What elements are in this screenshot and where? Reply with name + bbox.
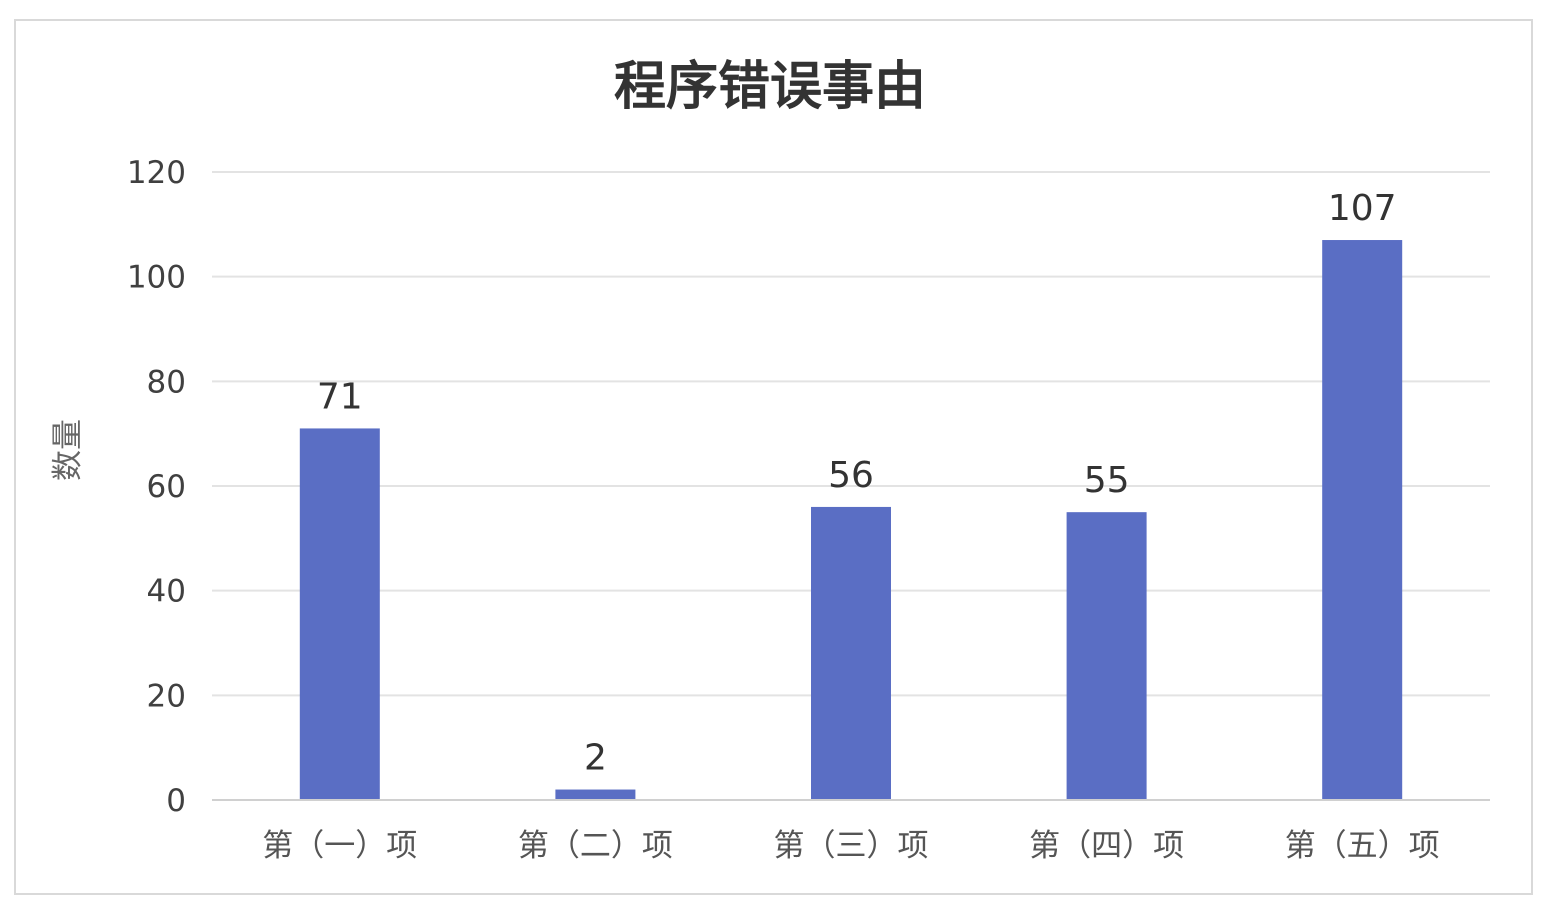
bar: [1322, 240, 1403, 801]
data-labels: 71 2 56 55 107: [317, 188, 1397, 779]
x-tick-label: 第（三）项: [774, 828, 929, 864]
data-label: 107: [1328, 188, 1397, 229]
y-tick-label: 0: [166, 783, 186, 819]
bar: [299, 428, 380, 800]
data-label: 71: [317, 376, 363, 417]
bar: [811, 506, 891, 800]
y-tick-label: 20: [147, 678, 186, 714]
x-axis-categories: 第（一）项 第（二）项 第（三）项 第（四）项 第（五）项: [262, 828, 1439, 864]
y-tick-label: 40: [147, 574, 186, 610]
y-tick-label: 120: [127, 155, 186, 191]
data-label: 55: [1084, 460, 1130, 501]
y-axis-label: 数量: [50, 419, 86, 481]
data-label: 2: [584, 738, 607, 779]
y-tick-label: 60: [147, 469, 186, 505]
x-tick-label: 第（五）项: [1285, 828, 1440, 864]
x-tick-label: 第（二）项: [518, 828, 673, 864]
x-tick-label: 第（四）项: [1029, 828, 1184, 864]
chart-frame: [14, 19, 1533, 895]
x-tick-label: 第（一）项: [262, 828, 417, 864]
y-tick-label: 100: [127, 260, 186, 296]
chart-title: 程序错误事由: [614, 57, 926, 117]
y-axis-ticks: 0 20 40 60 80 100 120: [127, 155, 186, 819]
bars: [299, 240, 1403, 801]
data-label: 56: [828, 455, 874, 496]
bar: [555, 789, 636, 800]
gridlines: [212, 171, 1490, 697]
y-tick-label: 80: [147, 364, 186, 400]
bar: [1066, 512, 1147, 800]
